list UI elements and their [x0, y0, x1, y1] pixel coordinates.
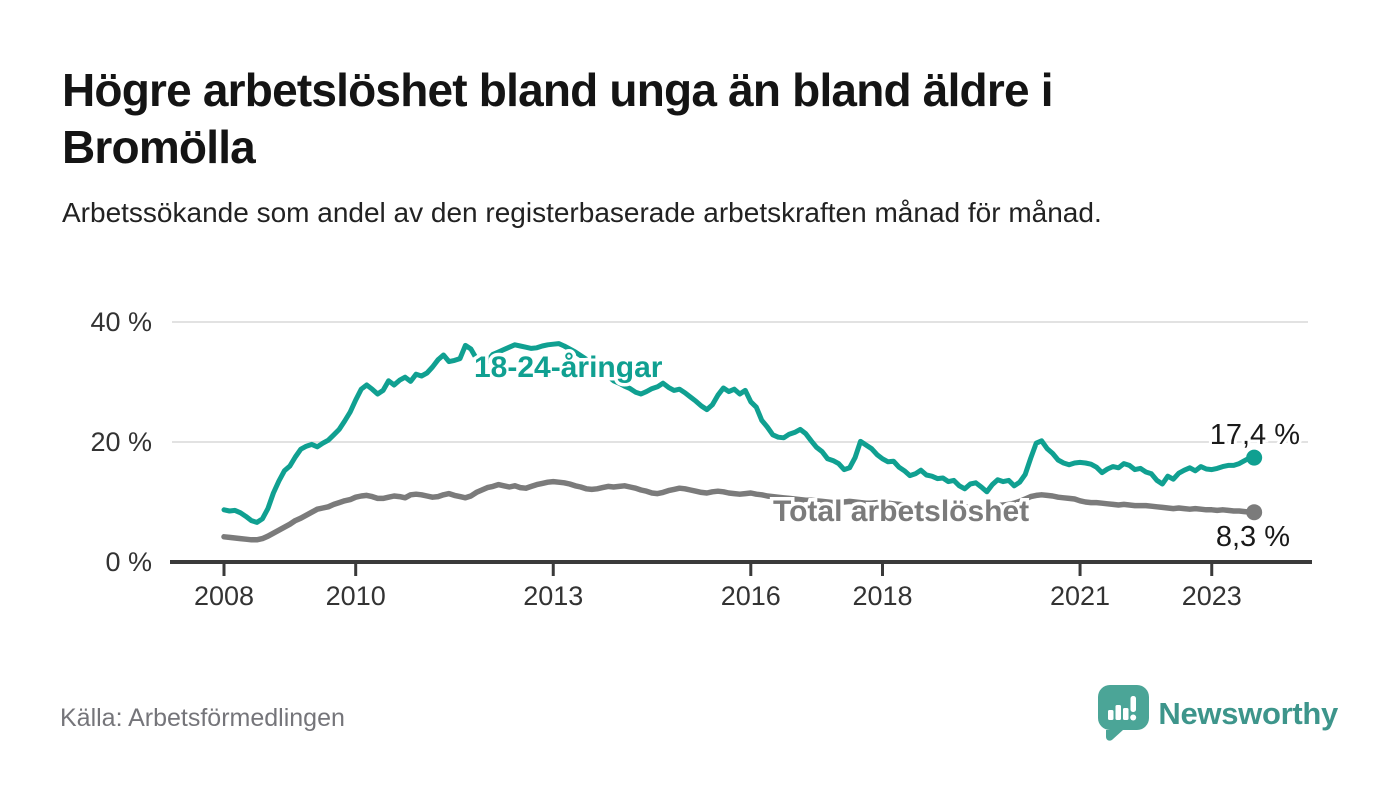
youth-end-value-label: 17,4 % — [1210, 419, 1300, 451]
y-tick-label: 40 % — [90, 307, 152, 337]
y-tick-label: 0 % — [105, 547, 152, 577]
total-series-label: Total arbetslöshet — [773, 495, 1029, 528]
y-tick-label: 20 % — [90, 427, 152, 457]
source-note: Källa: Arbetsförmedlingen — [60, 704, 345, 732]
youth-end-dot — [1246, 449, 1263, 466]
brand-name: Newsworthy — [1158, 696, 1338, 731]
x-tick-label: 2023 — [1182, 581, 1242, 611]
newsworthy-logo-icon — [1097, 684, 1150, 744]
page-subtitle: Arbetssökande som andel av den registerb… — [62, 197, 1102, 228]
brand-lockup: Newsworthy — [1097, 684, 1338, 744]
x-tick-label: 2010 — [326, 581, 386, 611]
total-end-dot — [1246, 504, 1263, 521]
total-line — [221, 478, 1253, 543]
youth-series-label: 18-24-åringar — [474, 351, 663, 384]
x-tick-label: 2018 — [852, 581, 912, 611]
total-end-value-label: 8,3 % — [1216, 521, 1290, 553]
page-title: Högre arbetslöshet bland unga än bland ä… — [62, 64, 1054, 173]
x-tick-label: 2013 — [523, 581, 583, 611]
x-tick-label: 2016 — [721, 581, 781, 611]
x-tick-label: 2021 — [1050, 581, 1110, 611]
line-chart: 0 % 20 % 40 % 2008 2010 2013 2016 2018 2021 2023 1… — [90, 307, 1312, 611]
x-tick-label: 2008 — [194, 581, 254, 611]
youth-line — [221, 341, 1253, 525]
